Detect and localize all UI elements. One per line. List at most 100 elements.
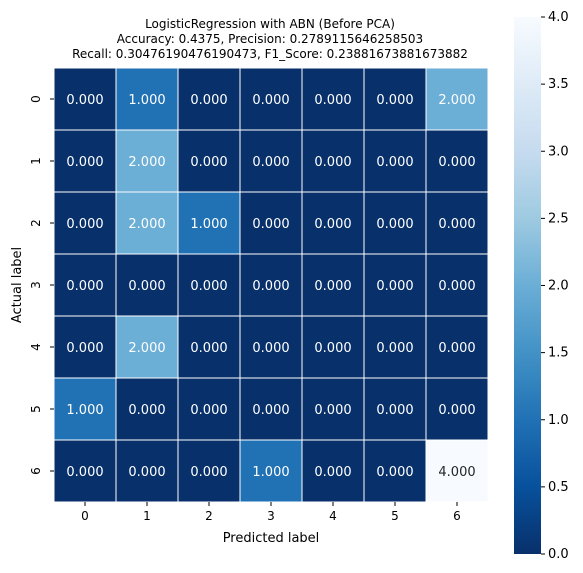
cell-value-label: 2.000: [128, 155, 165, 170]
heatmap-cell-r0-c2: [177, 67, 241, 131]
cell-value-label: 0.000: [190, 93, 227, 108]
cell-value-label: 0.000: [66, 93, 103, 108]
cell-value-label: 0.000: [314, 93, 351, 108]
x-tick-label: 3: [267, 509, 275, 523]
cell-value-label: 0.000: [438, 155, 475, 170]
colorbar-tick-label: 3.5: [548, 77, 569, 92]
chart-title-line-2: Accuracy: 0.4375, Precision: 0.278911564…: [116, 32, 424, 46]
heatmap-cell-r4-c5: [363, 315, 427, 379]
cell-value-label: 0.000: [314, 217, 351, 232]
heatmap-cell-r0-c0: [53, 67, 117, 131]
heatmap-cell-r2-c5: [363, 191, 427, 255]
heatmap-cell-r2-c0: [53, 191, 117, 255]
heatmap-cell-r6-c5: [363, 439, 427, 503]
heatmap-cell-r3-c6: [425, 253, 489, 317]
heatmap-cell-r0-c4: [301, 67, 365, 131]
heatmap-cell-r0-c3: [239, 67, 303, 131]
colorbar-tick-label: 2.5: [548, 211, 569, 226]
heatmap-cell-r1-c5: [363, 129, 427, 193]
cell-value-label: 0.000: [190, 341, 227, 356]
heatmap-cell-r2-c2: [177, 191, 241, 255]
cell-value-label: 0.000: [314, 403, 351, 418]
cell-value-label: 0.000: [252, 217, 289, 232]
heatmap-cell-r2-c4: [301, 191, 365, 255]
cell-value-label: 0.000: [190, 155, 227, 170]
heatmap-cell-r1-c6: [425, 129, 489, 193]
y-tick-label: 5: [29, 405, 43, 413]
colorbar-tick-label: 3.0: [548, 144, 569, 159]
heatmap-cell-r5-c6: [425, 377, 489, 441]
heatmap-cell-r4-c0: [53, 315, 117, 379]
colorbar-tick-label: 1.5: [548, 346, 569, 361]
cell-value-label: 0.000: [252, 279, 289, 294]
x-axis-label: Predicted label: [223, 531, 320, 546]
cell-value-label: 1.000: [128, 93, 165, 108]
cell-value-label: 1.000: [252, 465, 289, 480]
heatmap-cell-r4-c1: [115, 315, 179, 379]
cell-value-label: 0.000: [66, 341, 103, 356]
cell-value-label: 0.000: [128, 465, 165, 480]
heatmap-cell-r6-c6: [425, 439, 489, 503]
cell-value-label: 2.000: [128, 341, 165, 356]
y-tick-label: 0: [29, 95, 43, 103]
cell-value-label: 0.000: [190, 465, 227, 480]
cell-value-label: 0.000: [128, 403, 165, 418]
cell-value-label: 0.000: [66, 279, 103, 294]
cell-value-label: 0.000: [190, 403, 227, 418]
x-tick-label: 0: [81, 509, 89, 523]
heatmap-cell-r0-c5: [363, 67, 427, 131]
cell-value-label: 0.000: [252, 341, 289, 356]
y-tick-label: 4: [29, 343, 43, 351]
cell-value-label: 4.000: [438, 465, 475, 480]
heatmap-cell-r5-c5: [363, 377, 427, 441]
cell-value-label: 0.000: [66, 465, 103, 480]
cell-value-label: 0.000: [438, 341, 475, 356]
y-axis-label: Actual label: [10, 247, 25, 323]
y-tick-label: 3: [29, 281, 43, 289]
heatmap-cell-r6-c1: [115, 439, 179, 503]
cell-value-label: 1.000: [190, 217, 227, 232]
cell-value-label: 0.000: [438, 279, 475, 294]
chart-title-line-1: LogisticRegression with ABN (Before PCA): [145, 17, 395, 31]
heatmap-cell-r4-c6: [425, 315, 489, 379]
cell-value-label: 0.000: [376, 93, 413, 108]
colorbar: [514, 17, 541, 554]
colorbar-tick-label: 4.0: [548, 10, 569, 25]
cell-value-label: 0.000: [376, 279, 413, 294]
heatmap-cell-r1-c3: [239, 129, 303, 193]
cell-value-label: 1.000: [66, 403, 103, 418]
heatmap-cell-r3-c2: [177, 253, 241, 317]
heatmap-cell-r5-c2: [177, 377, 241, 441]
y-tick-label: 6: [29, 467, 43, 475]
heatmap-cell-r5-c3: [239, 377, 303, 441]
x-tick-label: 6: [453, 509, 461, 523]
cell-value-label: 0.000: [128, 279, 165, 294]
colorbar-tick-label: 0.0: [548, 547, 569, 562]
cell-value-label: 0.000: [66, 217, 103, 232]
cell-value-label: 0.000: [438, 403, 475, 418]
cell-value-label: 0.000: [438, 217, 475, 232]
cell-value-label: 0.000: [314, 155, 351, 170]
cell-value-label: 0.000: [376, 217, 413, 232]
cell-value-label: 0.000: [314, 279, 351, 294]
cell-value-label: 0.000: [252, 93, 289, 108]
cell-value-label: 2.000: [128, 217, 165, 232]
heatmap-cell-r6-c2: [177, 439, 241, 503]
cell-value-label: 0.000: [376, 403, 413, 418]
cell-value-label: 0.000: [66, 155, 103, 170]
cell-value-label: 0.000: [376, 465, 413, 480]
y-tick-label: 2: [29, 219, 43, 227]
heatmap-cell-r1-c1: [115, 129, 179, 193]
heatmap-cell-r2-c3: [239, 191, 303, 255]
heatmap-cell-r6-c4: [301, 439, 365, 503]
cell-value-label: 0.000: [190, 279, 227, 294]
heatmap-cell-r3-c0: [53, 253, 117, 317]
x-tick-label: 1: [143, 509, 151, 523]
colorbar-tick-label: 1.0: [548, 413, 569, 428]
cell-value-label: 0.000: [376, 155, 413, 170]
x-tick-label: 5: [391, 509, 399, 523]
x-tick-label: 2: [205, 509, 213, 523]
heatmap-cell-r3-c5: [363, 253, 427, 317]
cell-value-label: 0.000: [252, 403, 289, 418]
